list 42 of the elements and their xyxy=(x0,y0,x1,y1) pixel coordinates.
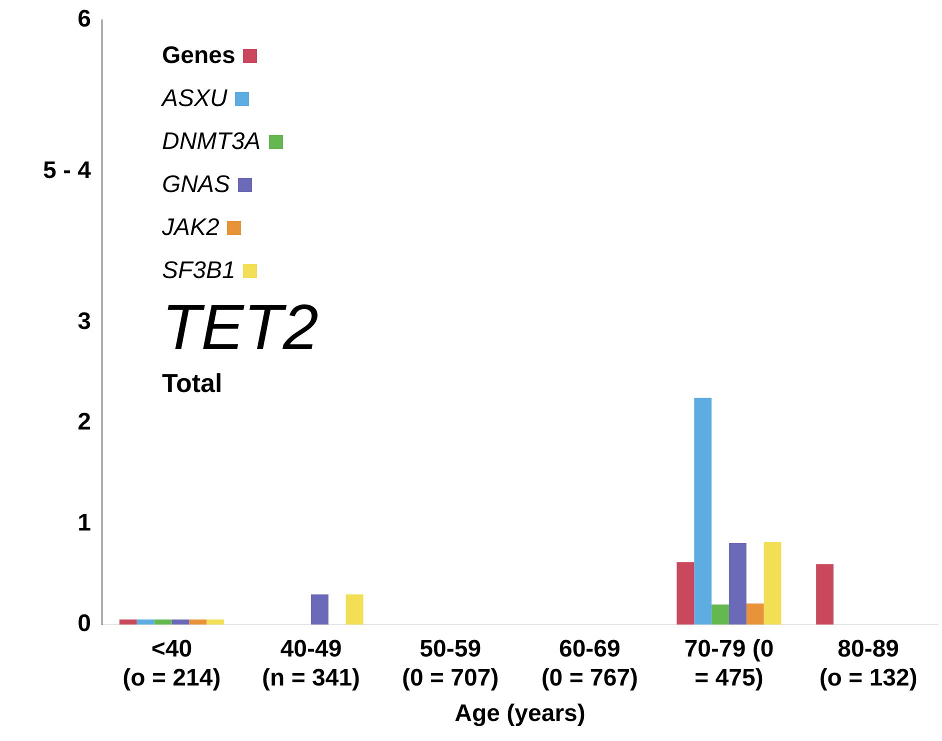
x-axis-title: Age (years) xyxy=(454,700,586,728)
bar xyxy=(189,620,207,625)
category-label: (o = 132) xyxy=(819,664,918,692)
legend-label: DNMT3A xyxy=(162,128,261,155)
bar xyxy=(206,620,224,625)
category-label: 80-89 xyxy=(838,636,900,663)
bar xyxy=(346,594,364,625)
bar xyxy=(676,562,694,625)
bar xyxy=(729,542,746,625)
category-label: 40-49 xyxy=(280,636,342,663)
legend-label: GNAS xyxy=(162,171,230,198)
bar xyxy=(136,620,154,625)
category-label: 50-59 xyxy=(420,636,482,663)
bar xyxy=(119,620,137,625)
bar xyxy=(172,620,190,625)
category-label: (0 = 767) xyxy=(541,664,638,692)
y-tick-label: 5 - 4 xyxy=(42,156,92,184)
category-label: <40 xyxy=(151,636,192,663)
category-label: (o = 214) xyxy=(122,664,221,692)
category-label: = 475) xyxy=(694,664,764,692)
legend-label: JAK2 xyxy=(162,214,220,241)
category-label: 60-69 xyxy=(558,636,620,663)
bar xyxy=(764,542,782,625)
y-tick-label: 0 xyxy=(78,610,92,638)
legend-label: ASXU xyxy=(162,85,228,112)
bar xyxy=(154,620,172,625)
y-tick-label: 1 xyxy=(78,509,92,536)
bar xyxy=(712,604,730,625)
category-label: (n = 341) xyxy=(262,664,360,692)
bar xyxy=(816,564,834,625)
y-tick-label: 2 xyxy=(78,408,92,436)
category-label: 70-79 (0 xyxy=(684,636,774,663)
bar xyxy=(694,398,712,625)
bar xyxy=(746,603,764,625)
y-tick-label: 3 xyxy=(78,308,92,335)
bar xyxy=(311,594,328,625)
legend-label: SF3B1 xyxy=(162,257,236,284)
annotation: Total xyxy=(162,367,224,400)
annotation: TET2 xyxy=(162,291,318,363)
y-tick-label: 6 xyxy=(78,6,92,33)
category-label: (0 = 707) xyxy=(402,664,499,692)
legend-label: Genes xyxy=(162,42,236,69)
